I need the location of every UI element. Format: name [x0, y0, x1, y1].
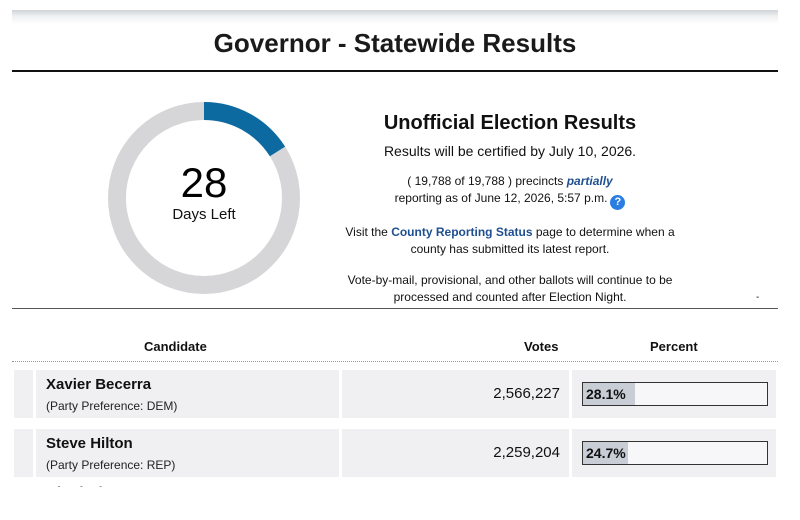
days-left-ring: 28 Days Left: [108, 102, 300, 294]
header-bar: Governor - Statewide Results: [12, 10, 778, 72]
days-left-label: Days Left: [172, 206, 236, 223]
results-info: Unofficial Election Results Results will…: [320, 112, 700, 306]
certification-text: Results will be certified by July 10, 20…: [383, 143, 637, 159]
percent-fill: [583, 442, 629, 464]
vote-count: 2,259,204: [493, 444, 560, 461]
partial-next-candidate: Chad Bianco: [46, 480, 138, 487]
candidate-name: Steve Hilton: [46, 435, 133, 452]
column-header-votes: Votes: [524, 339, 559, 354]
header-underline: [12, 361, 778, 362]
precincts-count: ( 19,788 of 19,788 ) precincts: [407, 174, 564, 188]
precincts-text: ( 19,788 of 19,788 ) precincts partially…: [320, 173, 700, 210]
vote-count: 2,566,227: [493, 385, 560, 402]
table-row-votes: 2,259,204: [342, 429, 569, 477]
county-line2: county has submitted its latest report.: [410, 242, 610, 256]
help-icon[interactable]: ?: [610, 195, 626, 210]
ring-progress-arc: [108, 102, 300, 294]
row-marker: [14, 370, 33, 418]
section-divider: [12, 308, 778, 309]
info-heading: Unofficial Election Results: [383, 112, 637, 134]
county-status-text: Visit the County Reporting Status page t…: [320, 224, 700, 258]
page-title: Governor - Statewide Results: [213, 28, 577, 58]
partially-word: partially: [566, 174, 613, 188]
row-marker: [14, 429, 33, 477]
column-header-candidate: Candidate: [144, 339, 207, 354]
county-prefix: Visit the: [345, 225, 388, 239]
candidate-party: (Party Preference: DEM): [46, 399, 178, 413]
candidate-name: Xavier Becerra: [46, 376, 152, 393]
column-header-percent: Percent: [650, 339, 698, 354]
ballots-line2: processed and counted after Election Nig…: [393, 290, 627, 304]
percent-bar: 28.1%: [582, 382, 768, 406]
table-row-candidate: Steve Hilton (Party Preference: REP): [36, 429, 339, 477]
ballots-line1: Vote-by-mail, provisional, and other bal…: [347, 273, 673, 287]
table-row-percent: 24.7%: [572, 429, 776, 477]
ballots-text: Vote-by-mail, provisional, and other bal…: [320, 272, 700, 306]
county-suffix: page to determine when a: [535, 225, 675, 239]
table-row-votes: 2,566,227: [342, 370, 569, 418]
ring-graphic: [108, 102, 300, 294]
percent-value: 24.7%: [586, 445, 626, 461]
stray-mark: -: [756, 292, 760, 303]
county-reporting-status-link[interactable]: County Reporting Status: [391, 225, 533, 239]
percent-fill: [583, 383, 635, 405]
candidate-party: (Party Preference: REP): [46, 458, 176, 472]
table-row-percent: 28.1%: [572, 370, 776, 418]
percent-value: 28.1%: [586, 386, 626, 402]
reporting-time: reporting as of June 12, 2026, 5:57 p.m.: [394, 191, 608, 205]
percent-bar: 24.7%: [582, 441, 768, 465]
table-row-candidate: Xavier Becerra (Party Preference: DEM): [36, 370, 339, 418]
days-left-number: 28: [180, 159, 228, 206]
